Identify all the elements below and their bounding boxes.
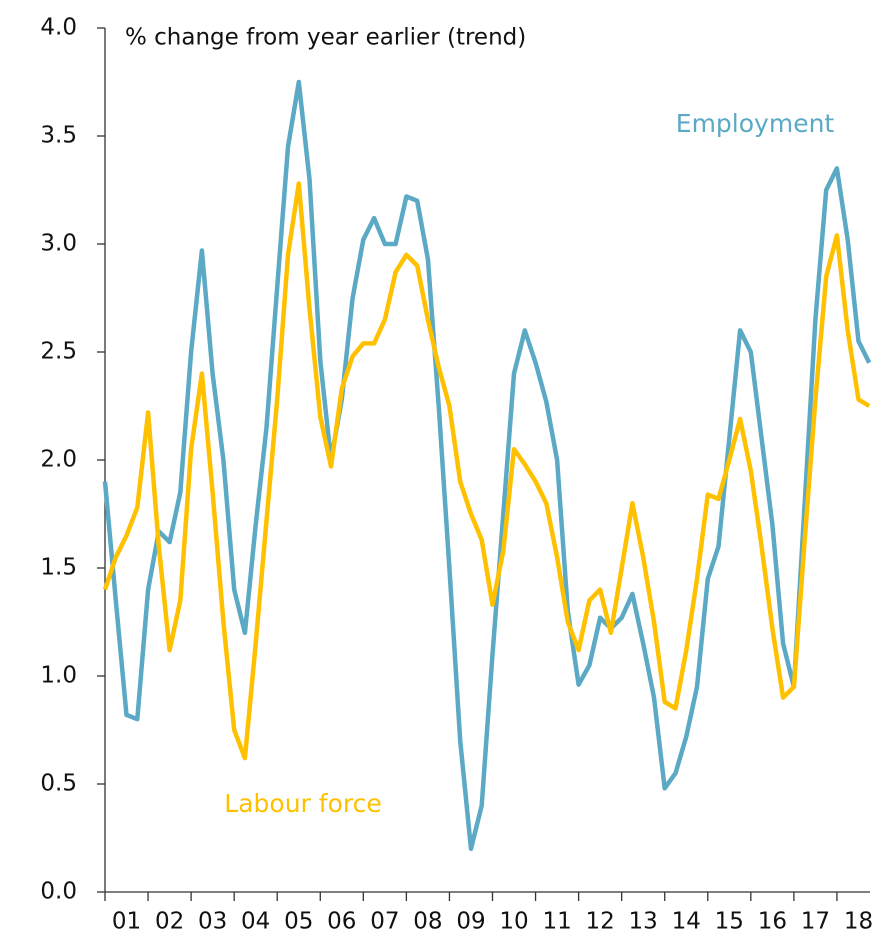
series-line [102, 79, 872, 852]
y-tick-label: 4.0 [40, 15, 77, 41]
x-tick-label: 18 [844, 909, 873, 935]
x-tick-label: 11 [542, 909, 571, 935]
x-tick-label: 04 [241, 909, 270, 935]
y-tick-label: 2.5 [40, 339, 77, 365]
x-tick-label: 13 [629, 909, 658, 935]
x-tick-label: 10 [499, 909, 528, 935]
y-tick-label: 1.0 [40, 663, 77, 689]
x-tick-label: 17 [801, 909, 830, 935]
x-tick-label: 12 [585, 909, 614, 935]
y-axis-title: % change from year earlier (trend) [125, 25, 526, 51]
series-label: Employment [676, 109, 835, 138]
y-tick-label: 0.0 [40, 879, 77, 905]
x-tick-label: 15 [715, 909, 744, 935]
x-tick-label: 03 [198, 909, 227, 935]
x-tick-label: 02 [155, 909, 184, 935]
y-tick-label: 3.0 [40, 231, 77, 257]
x-tick-label: 08 [413, 909, 442, 935]
y-tick-label: 1.5 [40, 555, 77, 581]
series-label: Labour force [224, 789, 381, 818]
y-tick-label: 3.5 [40, 123, 77, 149]
x-tick-label: 14 [672, 909, 701, 935]
x-tick-label: 07 [370, 909, 399, 935]
x-tick-label: 16 [758, 909, 787, 935]
y-tick-label: 2.0 [40, 447, 77, 473]
x-tick-label: 09 [456, 909, 485, 935]
x-tick-label: 05 [284, 909, 313, 935]
x-tick-label: 01 [112, 909, 141, 935]
y-tick-label: 0.5 [40, 771, 77, 797]
series-line [102, 181, 871, 761]
x-tick-label: 06 [327, 909, 356, 935]
